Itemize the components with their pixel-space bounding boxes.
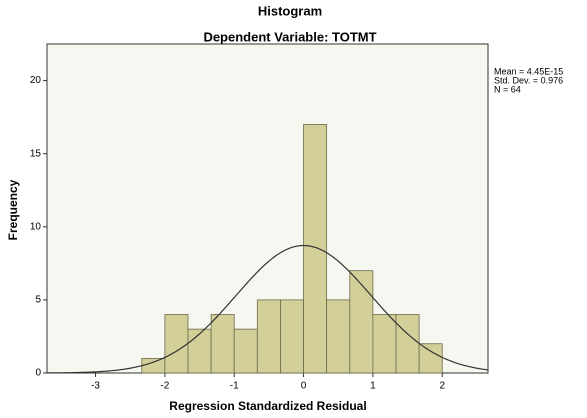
y-tick-label: 5 <box>35 295 41 306</box>
x-tick-label: 2 <box>439 381 445 392</box>
bar <box>234 329 257 373</box>
bar <box>188 329 211 373</box>
bar <box>327 300 350 373</box>
bar <box>304 124 327 373</box>
y-axis-title: Frequency <box>6 179 20 240</box>
stat-label: N = 64 <box>494 84 521 94</box>
y-tick-label: 10 <box>30 221 42 232</box>
chart-subtitle: Dependent Variable: TOTMT <box>203 29 376 44</box>
x-axis-title: Regression Standardized Residual <box>169 399 366 413</box>
x-tick-label: -1 <box>230 381 239 392</box>
bar <box>142 358 165 373</box>
y-tick-label: 0 <box>35 368 41 379</box>
y-tick-label: 20 <box>30 75 42 86</box>
x-tick-label: 0 <box>301 381 307 392</box>
bar <box>257 300 280 373</box>
bar <box>396 315 419 373</box>
bar <box>280 300 303 373</box>
x-tick-label: -2 <box>160 381 169 392</box>
bar <box>165 315 188 373</box>
chart: Histogram Dependent Variable: TOTMT Regr… <box>0 0 587 418</box>
chart-title: Histogram <box>258 3 322 18</box>
bar <box>211 315 234 373</box>
bar <box>373 315 396 373</box>
x-tick-label: -3 <box>91 381 100 392</box>
y-tick-label: 15 <box>30 148 42 159</box>
bar <box>350 271 373 373</box>
bar <box>419 344 442 373</box>
x-tick-label: 1 <box>370 381 376 392</box>
